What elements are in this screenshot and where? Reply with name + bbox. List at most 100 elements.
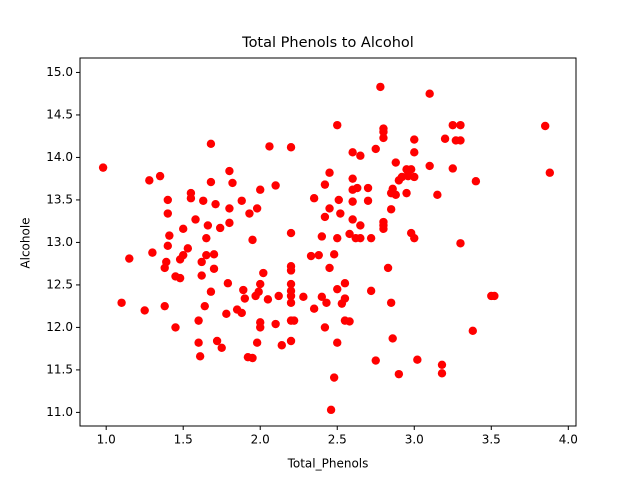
plot-area	[98, 82, 555, 415]
point	[245, 209, 254, 218]
point	[254, 287, 263, 296]
point	[320, 212, 330, 222]
point	[490, 291, 499, 301]
point	[379, 217, 388, 227]
point	[98, 163, 108, 172]
point	[160, 301, 169, 311]
point	[223, 279, 233, 288]
point	[194, 316, 203, 325]
point	[333, 338, 342, 347]
point	[237, 196, 246, 205]
point	[277, 341, 286, 350]
x-tick-label: 3.0	[405, 433, 424, 447]
point	[163, 241, 173, 251]
point	[325, 168, 334, 177]
y-tick-label: 15.0	[46, 65, 73, 79]
point	[286, 262, 296, 271]
x-tick-label: 3.5	[482, 433, 501, 447]
point	[274, 291, 283, 301]
point	[211, 199, 220, 209]
point	[383, 263, 393, 273]
point	[471, 177, 481, 186]
point	[386, 298, 396, 307]
point	[363, 196, 373, 205]
point	[271, 319, 280, 329]
y-axis-label: Alcohole	[19, 217, 33, 268]
point	[406, 165, 416, 174]
point	[225, 218, 234, 228]
point	[322, 298, 331, 307]
point	[309, 194, 319, 203]
point	[248, 235, 257, 245]
point	[353, 183, 362, 193]
point	[333, 233, 342, 243]
point	[202, 250, 211, 260]
point	[333, 284, 342, 294]
y-tick-label: 12.5	[46, 277, 73, 291]
point	[195, 352, 205, 361]
point	[203, 221, 213, 230]
point	[225, 166, 234, 176]
point	[225, 204, 234, 213]
point	[215, 223, 225, 233]
point	[379, 124, 388, 133]
y-tick-label: 13.5	[46, 192, 73, 206]
point	[175, 273, 185, 283]
point	[252, 204, 262, 213]
point	[206, 287, 216, 296]
point	[271, 181, 280, 190]
point	[363, 183, 373, 193]
point	[155, 171, 165, 181]
point	[402, 188, 411, 198]
point	[145, 176, 154, 185]
point	[217, 343, 226, 353]
y-tick-label: 14.0	[46, 150, 73, 164]
point	[209, 264, 219, 273]
x-tick-label: 2.5	[328, 433, 347, 447]
point	[206, 139, 216, 149]
point	[162, 257, 171, 267]
point	[256, 185, 265, 194]
point	[403, 171, 413, 181]
point	[448, 120, 457, 130]
point	[320, 323, 330, 332]
point	[410, 135, 419, 144]
y-tick-label: 14.5	[46, 107, 73, 121]
chart-title: Total Phenols to Alcohol	[241, 35, 414, 51]
point	[286, 228, 296, 238]
point	[183, 244, 193, 253]
y-tick-label: 11.0	[46, 405, 73, 419]
point	[248, 353, 257, 363]
x-tick-label: 2.0	[251, 433, 270, 447]
point	[425, 89, 434, 98]
point	[186, 188, 196, 198]
point	[256, 279, 265, 289]
point	[199, 196, 208, 205]
point	[410, 148, 419, 157]
point	[306, 251, 316, 261]
point	[309, 304, 319, 313]
point	[386, 205, 396, 214]
point	[545, 168, 555, 177]
point	[194, 338, 203, 347]
point	[206, 177, 216, 187]
point	[356, 221, 365, 230]
y-tick-label: 12.0	[46, 320, 73, 334]
point	[433, 190, 442, 200]
point	[325, 263, 334, 273]
point	[299, 292, 308, 302]
point	[209, 250, 219, 259]
point	[379, 224, 388, 234]
point	[117, 298, 126, 307]
point	[333, 120, 342, 130]
point	[200, 301, 209, 311]
point	[259, 268, 268, 278]
point	[320, 180, 330, 189]
point	[410, 172, 419, 182]
point	[391, 190, 400, 200]
point	[448, 164, 457, 173]
point	[437, 360, 447, 370]
point	[163, 209, 173, 218]
point	[413, 355, 422, 364]
